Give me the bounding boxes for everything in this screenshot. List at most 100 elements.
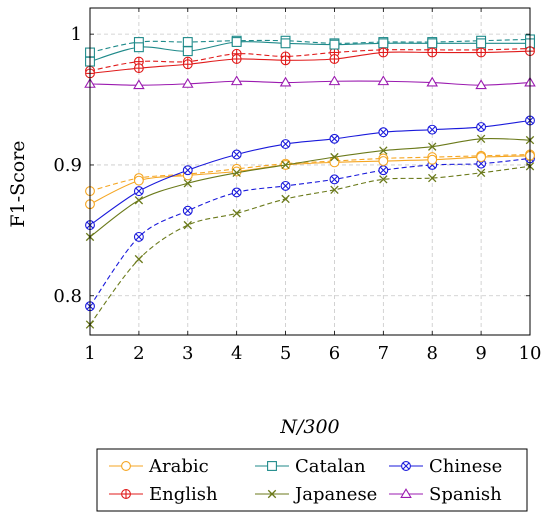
data-point-catalan [476,38,487,49]
data-point-catalan [182,46,193,57]
data-point-japanese-dashed [428,173,437,183]
series-line-chinese-dashed [89,157,531,307]
legend-label: Spanish [429,484,502,505]
data-point-arabic [378,156,389,166]
y-axis-label: F1-Score [7,140,29,227]
legend-entry-english: English [109,484,218,505]
data-point-arabic [476,152,487,163]
data-point-english [182,59,193,70]
data-point-chinese [427,124,438,135]
data-point-spanish [377,75,390,86]
legend-label: Chinese [429,456,502,477]
data-point-english [427,47,438,58]
series-group [84,34,536,329]
x-axis-label: N/300 [279,416,339,438]
data-point-japanese [379,146,388,155]
legend-marker [401,461,411,471]
data-point-spanish [133,79,145,90]
series-line-spanish [89,80,531,86]
x-tick-label: 5 [280,343,291,364]
data-point-chinese-dashed [133,231,144,242]
data-point-chinese [476,122,487,132]
data-point-japanese [134,196,144,205]
data-point-english [231,54,242,64]
data-point-spanish [181,77,194,88]
x-tick-label: 6 [329,343,340,364]
legend-marker [267,489,277,499]
legend-label: English [149,484,218,505]
data-point-spanish [279,76,292,87]
x-tick-label: 10 [519,343,542,364]
data-point-catalan [378,38,389,49]
legend-entry-chinese: Chinese [389,456,502,477]
data-point-catalan [280,38,291,49]
data-point-japanese [232,168,241,178]
data-point-japanese-dashed [379,175,388,184]
data-point-chinese [329,133,340,144]
data-point-spanish [328,75,341,86]
legend-label: Arabic [148,456,209,477]
data-point-english [476,47,487,58]
legend-marker [267,461,277,471]
data-point-english [378,47,389,58]
series-line-japanese [89,137,531,238]
legend-marker [121,461,131,471]
data-point-japanese-dashed [134,254,144,264]
data-point-japanese-dashed [183,220,192,230]
data-point-chinese-dashed [182,205,193,216]
series-line-arabic [89,155,531,205]
series-line-chinese [89,119,531,226]
x-tick-label: 1 [84,343,95,364]
plot-frame [89,7,531,336]
series-line-english [89,50,531,74]
data-point-chinese-dashed [231,187,242,198]
series-line-catalan [89,41,530,63]
legend-box [96,448,528,512]
data-point-english [133,63,144,74]
data-point-catalan-dashed [182,37,193,47]
data-point-chinese [231,149,242,160]
y-tick-label: 1 [71,24,82,45]
data-point-chinese [133,186,144,197]
data-point-spanish [426,76,439,87]
series-line-english-dashed [89,47,531,72]
data-point-chinese-dashed [378,165,389,176]
data-point-japanese-dashed [232,209,241,218]
data-point-catalan [329,39,340,50]
legend-label: Japanese [293,484,377,505]
series-line-arabic-dashed [89,153,531,192]
data-point-english [329,54,340,64]
data-point-chinese [182,165,193,176]
data-point-english [280,55,291,66]
x-tick-label: 8 [426,343,437,364]
data-point-chinese-dashed [280,180,291,191]
data-point-japanese-dashed [330,185,339,195]
data-point-japanese [428,142,437,151]
legend-entry-catalan: Catalan [255,456,366,477]
x-tick-label: 9 [475,343,486,364]
data-point-japanese [476,134,486,143]
legend: Arabic Catalan Chinese English Japanese Spani… [96,448,528,512]
data-point-spanish [475,79,487,90]
data-point-arabic [427,154,438,165]
series-line-catalan-dashed [89,38,531,54]
legend-entry-arabic: Arabic [109,456,209,477]
data-point-chinese-dashed [329,174,340,185]
y-tick-label: 0.8 [53,286,82,307]
plot-border [89,7,531,336]
data-point-japanese [330,152,339,162]
data-point-catalan [231,37,242,47]
y-tick-label: 0.9 [53,155,82,176]
legend-marker [121,489,131,499]
data-point-chinese [280,139,291,149]
x-tick-label: 2 [133,343,144,364]
data-point-arabic [231,166,242,177]
data-point-arabic [133,175,144,186]
data-point-catalan [427,38,438,49]
series-line-japanese-dashed [89,165,531,325]
x-tick-label: 4 [231,343,242,364]
grid-lines [89,8,531,335]
data-point-catalan [133,42,144,53]
data-point-arabic [329,157,340,168]
